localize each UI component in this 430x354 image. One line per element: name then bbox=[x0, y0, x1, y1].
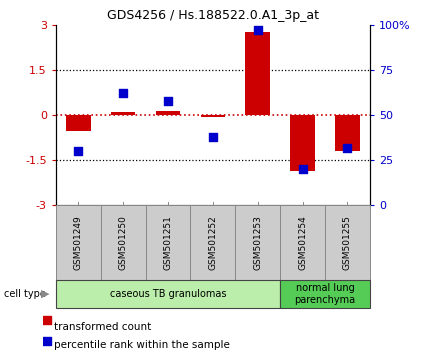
Text: GSM501252: GSM501252 bbox=[209, 215, 217, 270]
Bar bbox=[56, 280, 280, 308]
Bar bbox=[111, 112, 135, 115]
Bar bbox=[246, 32, 270, 115]
Bar bbox=[280, 205, 325, 280]
Bar bbox=[325, 205, 370, 280]
Point bbox=[75, 148, 82, 154]
Point bbox=[299, 166, 306, 172]
Bar bbox=[56, 205, 101, 280]
Text: GSM501255: GSM501255 bbox=[343, 215, 352, 270]
Bar bbox=[190, 205, 235, 280]
Text: GSM501253: GSM501253 bbox=[253, 215, 262, 270]
Bar bbox=[335, 115, 360, 151]
Bar bbox=[200, 115, 225, 116]
Bar bbox=[235, 205, 280, 280]
Title: GDS4256 / Hs.188522.0.A1_3p_at: GDS4256 / Hs.188522.0.A1_3p_at bbox=[107, 9, 319, 22]
Point bbox=[83, 48, 90, 54]
Text: GSM501251: GSM501251 bbox=[163, 215, 172, 270]
Text: normal lung
parenchyma: normal lung parenchyma bbox=[295, 283, 356, 305]
Bar bbox=[156, 112, 180, 115]
Text: percentile rank within the sample: percentile rank within the sample bbox=[54, 340, 230, 350]
Bar bbox=[66, 115, 91, 131]
Point bbox=[209, 134, 216, 139]
Point bbox=[120, 91, 126, 96]
Text: transformed count: transformed count bbox=[54, 322, 151, 332]
Text: GSM501250: GSM501250 bbox=[119, 215, 128, 270]
Text: caseous TB granulomas: caseous TB granulomas bbox=[110, 289, 226, 299]
Bar bbox=[290, 115, 315, 171]
Point bbox=[83, 238, 90, 243]
Text: GSM501249: GSM501249 bbox=[74, 215, 83, 270]
Text: GSM501254: GSM501254 bbox=[298, 215, 307, 270]
Text: cell type: cell type bbox=[4, 289, 46, 299]
Bar bbox=[101, 205, 146, 280]
Bar bbox=[280, 280, 370, 308]
Point bbox=[254, 27, 261, 33]
Text: ▶: ▶ bbox=[41, 289, 49, 299]
Bar bbox=[146, 205, 190, 280]
Point bbox=[165, 98, 172, 103]
Point bbox=[344, 145, 351, 150]
